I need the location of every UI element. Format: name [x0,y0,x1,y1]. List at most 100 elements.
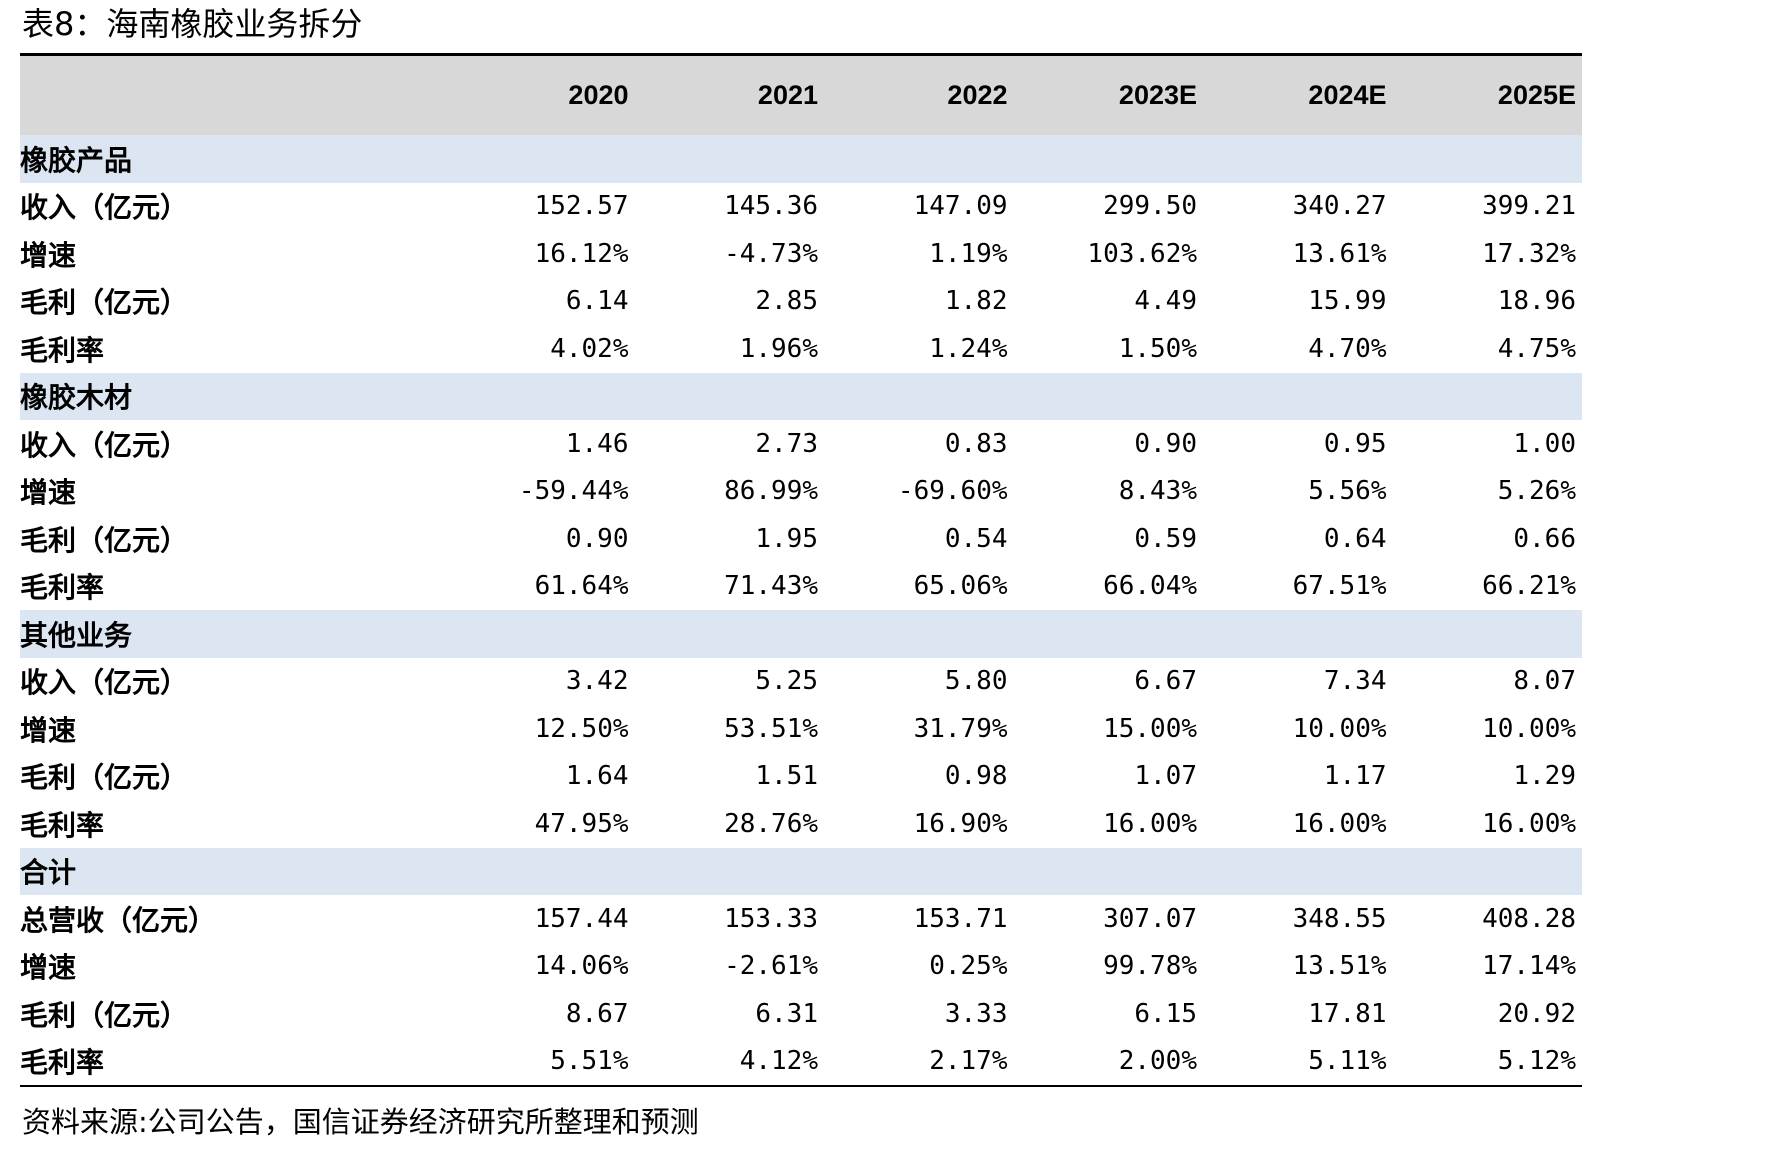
value-cell: 1.64 [565,761,629,792]
value-cell: 8.67 [565,998,629,1029]
value-cell: 1.07 [1134,761,1197,792]
value-cell: 1.00 [1513,428,1576,459]
value-cell: 8.43% [1118,476,1197,507]
business-breakdown-table-container: 2020 2021 2022 2023E 2024E 2025E 橡胶产品 收入（… [20,53,1582,1087]
section-title: 橡胶产品 [20,143,133,177]
value-cell: 1.95 [755,523,818,554]
value-cell: 28.76% [724,808,818,839]
value-cell: 1.17 [1323,761,1387,792]
value-cell: 12.50% [534,713,629,744]
value-cell: 5.12% [1497,1046,1576,1077]
table-row-gross-margin: 毛利率 61.64% 71.43% 65.06% 66.04% 67.51% 66.21% [20,563,1582,611]
value-cell: 1.24% [929,333,1008,364]
header-label-cell [20,56,445,135]
value-cell: 67.51% [1292,571,1387,602]
value-cell: 2.17% [929,1046,1008,1077]
table-row-gross-margin: 毛利率 4.02% 1.96% 1.24% 1.50% 4.70% 4.75% [20,325,1582,373]
value-cell: 0.98 [944,761,1008,792]
value-cell: -2.61% [724,951,818,982]
value-cell: 6.67 [1134,666,1197,697]
row-label: 毛利率 [20,333,105,367]
value-cell: 153.71 [913,903,1008,934]
row-label: 毛利率 [20,571,105,605]
value-cell: 13.61% [1292,238,1387,269]
table-row-gross-profit: 毛利（亿元） 0.90 1.95 0.54 0.59 0.64 0.66 [20,515,1582,563]
value-cell: 10.00% [1482,713,1576,744]
value-cell: 348.55 [1292,903,1387,934]
value-cell: 17.81 [1308,998,1387,1029]
value-cell: 31.79% [913,713,1008,744]
header-year-2023e: 2023E [1118,80,1197,110]
value-cell: 299.50 [1103,191,1197,222]
value-cell: 5.51% [550,1046,629,1077]
table-row-growth: 增速 -59.44% 86.99% -69.60% 8.43% 5.56% 5.26% [20,468,1582,516]
table-row-revenue: 总营收（亿元） 157.44 153.33 153.71 307.07 348.55 408… [20,895,1582,943]
row-label: 收入（亿元） [20,666,189,700]
value-cell: 153.33 [724,903,818,934]
row-label: 毛利（亿元） [20,998,189,1032]
value-cell: 18.96 [1497,286,1576,317]
row-label: 毛利（亿元） [20,286,189,320]
row-label: 毛利（亿元） [20,523,189,557]
value-cell: 3.33 [944,998,1008,1029]
value-cell: 0.90 [1134,428,1197,459]
row-label: 收入（亿元） [20,191,189,225]
value-cell: 157.44 [534,903,629,934]
value-cell: 0.95 [1323,428,1387,459]
value-cell: -59.44% [518,476,629,507]
value-cell: 1.29 [1513,761,1576,792]
value-cell: 0.25% [929,951,1008,982]
header-year-2022: 2022 [947,80,1008,110]
value-cell: 145.36 [724,191,818,222]
value-cell: 1.82 [944,286,1008,317]
value-cell: 16.00% [1482,808,1576,839]
value-cell: 152.57 [534,191,629,222]
value-cell: 15.00% [1103,713,1197,744]
value-cell: 6.14 [565,286,629,317]
value-cell: 5.80 [944,666,1008,697]
value-cell: 17.32% [1482,238,1576,269]
header-year-2021: 2021 [757,80,818,110]
table-row-growth: 增速 12.50% 53.51% 31.79% 15.00% 10.00% 10.00% [20,705,1582,753]
table-caption: 表8：海南橡胶业务拆分 [22,5,363,43]
row-label: 毛利率 [20,1046,105,1080]
value-cell: 4.70% [1308,333,1387,364]
table-row-revenue: 收入（亿元） 152.57 145.36 147.09 299.50 340.27 399.… [20,183,1582,231]
value-cell: 4.75% [1497,333,1576,364]
value-cell: 13.51% [1292,951,1387,982]
value-cell: 5.56% [1308,476,1387,507]
value-cell: 147.09 [913,191,1008,222]
value-cell: 0.66 [1513,523,1576,554]
value-cell: 5.26% [1497,476,1576,507]
value-cell: 16.12% [534,238,629,269]
header-year-2020: 2020 [568,80,629,110]
value-cell: 61.64% [534,571,629,602]
row-label: 收入（亿元） [20,428,189,462]
row-label: 总营收（亿元） [20,903,217,937]
section-title: 合计 [20,856,77,890]
value-cell: 4.12% [739,1046,818,1077]
value-cell: 0.54 [944,523,1008,554]
business-breakdown-table: 2020 2021 2022 2023E 2024E 2025E 橡胶产品 收入（… [20,56,1582,1085]
value-cell: 99.78% [1103,951,1197,982]
row-label: 增速 [20,238,77,272]
value-cell: 2.85 [755,286,818,317]
section-header-row: 其他业务 [20,610,1582,658]
value-cell: 307.07 [1103,903,1197,934]
value-cell: 14.06% [534,951,629,982]
value-cell: 1.51 [755,761,818,792]
row-label: 毛利率 [20,808,105,842]
value-cell: 6.15 [1134,998,1197,1029]
value-cell: 2.73 [755,428,818,459]
value-cell: 8.07 [1513,666,1576,697]
table-row-gross-profit: 毛利（亿元） 1.64 1.51 0.98 1.07 1.17 1.29 [20,753,1582,801]
source-note: 资料来源:公司公告，国信证券经济研究所整理和预测 [22,1105,699,1139]
value-cell: 16.00% [1103,808,1197,839]
value-cell: 3.42 [565,666,629,697]
value-cell: 71.43% [724,571,818,602]
table-row-revenue: 收入（亿元） 1.46 2.73 0.83 0.90 0.95 1.00 [20,420,1582,468]
value-cell: 10.00% [1292,713,1387,744]
row-label: 增速 [20,476,77,510]
row-label: 增速 [20,713,77,747]
value-cell: 0.90 [565,523,629,554]
